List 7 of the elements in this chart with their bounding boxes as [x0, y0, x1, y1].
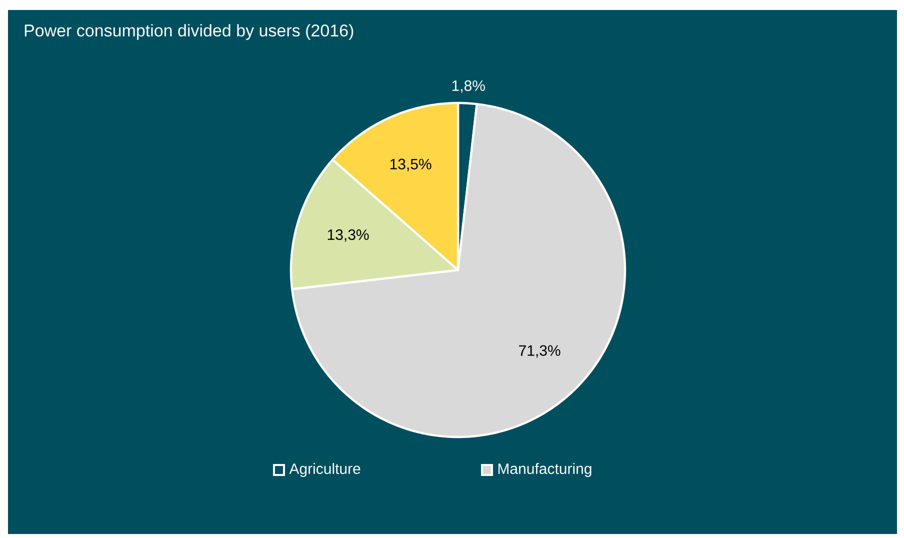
- data-label: 13,3%: [328, 229, 369, 242]
- legend-label: Manufacturing: [498, 463, 592, 477]
- data-label: 71,3%: [519, 345, 560, 358]
- data-label: 13,5%: [390, 158, 432, 172]
- chart-title: Power consumption divided by users (2016): [24, 24, 354, 40]
- data-label: 1,8%: [452, 80, 485, 93]
- legend-label: Agriculture: [289, 463, 360, 477]
